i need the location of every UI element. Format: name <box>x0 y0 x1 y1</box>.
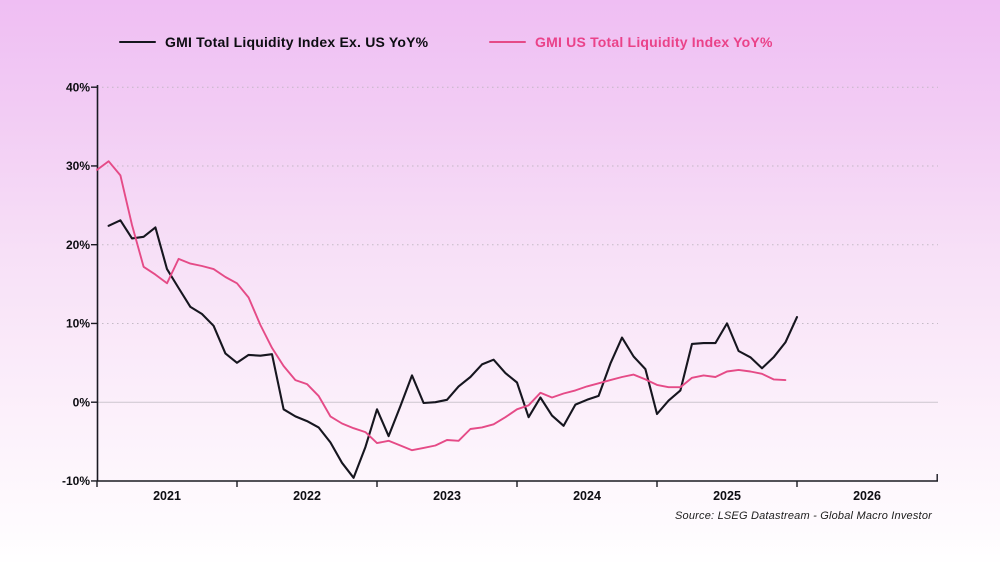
y-tick-label: 0% <box>73 395 91 409</box>
legend-item-ex-us: GMI Total Liquidity Index Ex. US YoY% <box>119 34 428 50</box>
y-tick-label: 20% <box>66 238 90 252</box>
series2-line-swatch <box>489 40 526 44</box>
y-tick-label: 10% <box>66 317 90 331</box>
x-tick-label: 2026 <box>853 489 881 503</box>
x-tick-label: 2022 <box>293 489 321 503</box>
series-line-us <box>96 160 787 452</box>
source-note: Source: LSEG Datastream - Global Macro I… <box>675 510 932 522</box>
x-tick-label: 2025 <box>713 489 741 503</box>
series-line-ex-us <box>107 219 799 479</box>
legend-label-ex-us: GMI Total Liquidity Index Ex. US YoY% <box>165 34 429 50</box>
x-tick-label: 2021 <box>153 489 181 503</box>
series1-line-swatch <box>119 40 156 44</box>
y-tick-label: 40% <box>66 80 90 94</box>
x-tick-label: 2024 <box>573 489 601 503</box>
y-tick-label: 30% <box>66 159 90 173</box>
legend-label-us: GMI US Total Liquidity Index YoY% <box>535 34 773 50</box>
y-tick-label: -10% <box>62 474 90 488</box>
x-tick-label: 2023 <box>433 489 461 503</box>
legend-item-us: GMI US Total Liquidity Index YoY% <box>489 34 773 50</box>
